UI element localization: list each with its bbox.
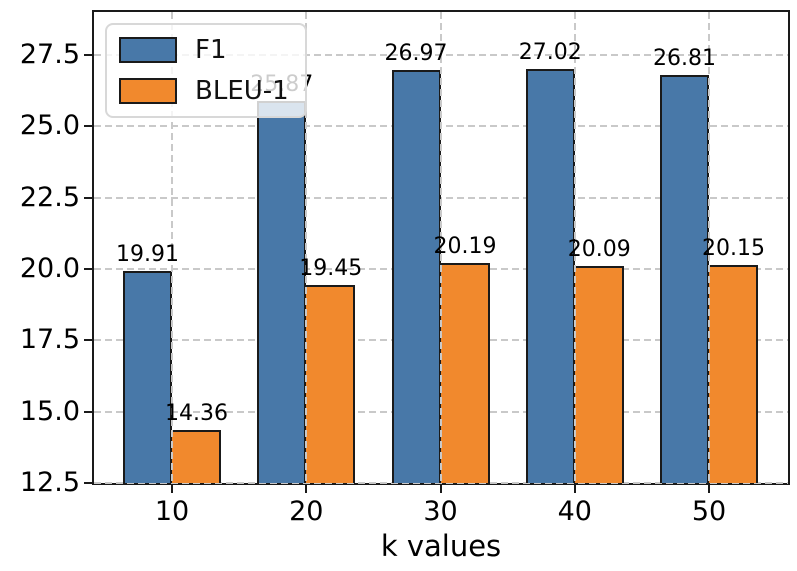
- x-tick-label: 40: [557, 496, 592, 527]
- x-tick-mark: [439, 485, 442, 493]
- legend-label-bleu1: BLEU-1: [195, 76, 289, 106]
- bar-value-label: 26.97: [384, 40, 448, 66]
- v-gridline: [439, 12, 442, 483]
- legend-swatch-f1-icon: [119, 37, 177, 63]
- y-tick-label: 15.0: [19, 395, 80, 427]
- legend-label-f1: F1: [195, 35, 227, 65]
- bar-value-label: 26.81: [653, 45, 716, 71]
- x-tick-mark: [171, 485, 173, 493]
- x-tick-label: 50: [691, 496, 727, 527]
- bar-bleu1-50: [709, 264, 758, 483]
- y-tick-mark: [84, 125, 92, 128]
- y-tick-label: 20.0: [19, 252, 80, 284]
- bar-value-label: 20.09: [567, 237, 631, 263]
- x-tick-mark: [573, 485, 576, 493]
- bar-bleu1-40: [574, 266, 624, 483]
- x-tick-label: 30: [423, 496, 458, 527]
- legend-swatch-bleu1-icon: [119, 78, 177, 104]
- bar-value-label: 14.36: [165, 400, 228, 426]
- x-tick-label: 20: [289, 496, 324, 527]
- bar-bleu1-20: [306, 284, 356, 483]
- v-gridline: [708, 12, 710, 483]
- bar-value-label: 19.91: [116, 242, 179, 268]
- x-tick-label: 10: [154, 496, 190, 527]
- y-tick-mark: [84, 267, 92, 270]
- y-tick-label: 17.5: [19, 324, 80, 356]
- bar-value-label: 27.02: [518, 39, 582, 65]
- bar-bleu1-10: [172, 429, 221, 483]
- plot-area: F1 BLEU-1 19.9125.8726.9727.0226.8114.36…: [92, 10, 790, 485]
- bar-value-label: 20.19: [433, 234, 497, 260]
- y-tick-mark: [84, 339, 92, 342]
- bar-f1-50: [660, 74, 709, 483]
- legend-entry-bleu1: BLEU-1: [119, 77, 289, 105]
- y-tick-mark: [84, 410, 92, 413]
- y-tick-label: 25.0: [19, 110, 80, 142]
- v-gridline: [305, 12, 308, 483]
- v-gridline: [573, 12, 576, 483]
- legend-entry-f1: F1: [119, 36, 289, 64]
- y-tick-label: 27.5: [19, 38, 80, 70]
- bar-f1-20: [257, 101, 307, 483]
- y-tick-label: 22.5: [19, 181, 80, 213]
- bar-f1-30: [391, 69, 441, 483]
- bar-value-label: 20.15: [702, 235, 765, 261]
- bar-f1-10: [123, 271, 172, 483]
- bar-f1-40: [525, 68, 575, 483]
- y-tick-label: 12.5: [19, 467, 80, 498]
- h-gridline: [94, 482, 788, 484]
- v-gridline: [171, 12, 173, 483]
- x-axis-label: k values: [380, 529, 502, 563]
- y-tick-mark: [84, 53, 92, 56]
- legend: F1 BLEU-1: [105, 23, 307, 118]
- bar-bleu1-30: [440, 263, 490, 483]
- y-tick-mark: [84, 482, 92, 484]
- x-tick-mark: [305, 485, 308, 493]
- bar-value-label: 19.45: [299, 255, 363, 281]
- x-tick-mark: [708, 485, 710, 493]
- y-tick-mark: [84, 196, 92, 199]
